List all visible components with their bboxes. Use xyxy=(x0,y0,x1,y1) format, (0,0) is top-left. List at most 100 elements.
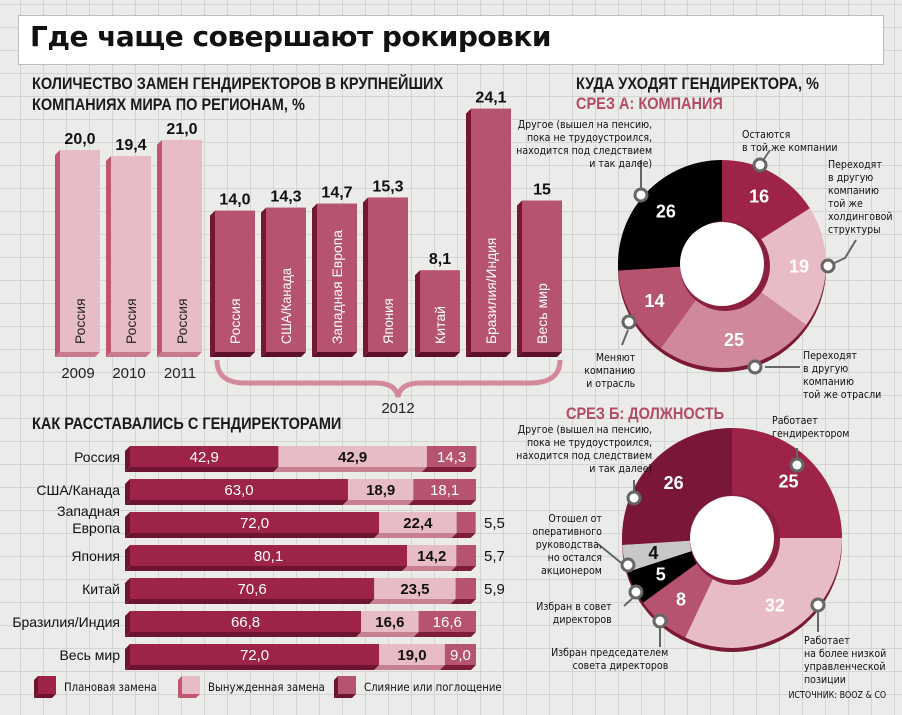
stacked-row: 72,0 19,0 9,0 Весь мир xyxy=(59,644,476,670)
bar-category-label: Бразилия/Индия xyxy=(483,238,499,344)
donut-chart-b: 25 32 854 26 xyxy=(597,428,842,652)
row-side xyxy=(125,512,130,538)
segment-bottom xyxy=(369,599,456,604)
donut-slice xyxy=(722,160,810,242)
category-label: Бразилия/Индия xyxy=(12,614,120,630)
donut-slice-label: 5 xyxy=(656,564,666,584)
bar-9: 24,1 Бразилия/Индия xyxy=(466,90,511,357)
connector-dot xyxy=(752,157,768,173)
bar-bottom xyxy=(157,352,202,357)
bar-front xyxy=(471,108,511,352)
bar-chart-title: КОЛИЧЕСТВО ЗАМЕН ГЕНДИРЕКТОРОВ В КРУПНЕЙ… xyxy=(32,74,443,116)
donut-b-subtitle: СРЕЗ Б: ДОЛЖНОСТЬ xyxy=(566,405,725,423)
segment-bottom xyxy=(413,632,476,637)
bar-front xyxy=(317,203,357,352)
bar-value-label: 20,0 xyxy=(64,131,95,148)
segment-bottom xyxy=(356,632,419,637)
year-2012-brace: 2012 xyxy=(214,359,563,417)
segment-bottom xyxy=(439,665,476,670)
segment-value-label: 14,2 xyxy=(417,548,446,565)
legend-swatch-side xyxy=(34,676,38,698)
bar-category-label: Западная Европа xyxy=(329,230,345,344)
bar-value-label: 8,1 xyxy=(429,251,451,268)
legend-swatch-bottom xyxy=(34,694,56,698)
bar-side xyxy=(106,156,111,357)
note-line: той же xyxy=(828,197,863,210)
stacked-row: 66,8 16,6 16,6 Бразилия/Индия xyxy=(12,611,476,637)
segment-3 xyxy=(456,512,476,533)
note-line: находится под следствием xyxy=(516,144,652,157)
note-line: пока не трудоустроился, xyxy=(526,436,652,449)
bar-8: 8,1 Китай xyxy=(415,251,460,357)
bar-side xyxy=(466,108,471,357)
bar-side xyxy=(312,203,317,357)
row-side xyxy=(125,611,130,637)
bar-2: 19,4 Россия xyxy=(106,137,151,357)
bar-front xyxy=(368,197,408,352)
note-line: совета директоров xyxy=(572,659,668,672)
bar-3: 21,0 Россия xyxy=(157,121,202,357)
legend-label-forced: Вынужденная замена xyxy=(208,680,325,694)
donut-slice-label: 26 xyxy=(656,201,676,221)
note-line: позиции xyxy=(804,673,846,686)
note-line: компанию xyxy=(828,184,879,197)
row-side xyxy=(125,446,130,472)
segment-value-label: 18,1 xyxy=(430,482,459,499)
bar-chart-title-line-2: КОМПАНИЯХ МИРА ПО РЕГИОНАМ, % xyxy=(32,96,305,114)
note-line: оперативного xyxy=(532,525,602,538)
segment-3 xyxy=(418,611,476,632)
stacked-row: 70,6 23,5 5,9 Китай xyxy=(82,578,505,604)
segment-2 xyxy=(379,644,445,665)
donut-slice-label: 32 xyxy=(765,596,785,616)
connector-dot xyxy=(626,490,642,506)
note-line: компанию xyxy=(584,364,635,377)
bar-category-label: Россия xyxy=(72,298,88,344)
donut-slice xyxy=(622,540,693,572)
bar-value-label: 14,7 xyxy=(321,185,352,202)
bar-side xyxy=(261,207,266,357)
title-box xyxy=(18,15,884,65)
segment-bottom xyxy=(342,500,414,505)
bar-bottom xyxy=(55,352,100,357)
bar-bottom xyxy=(466,352,511,357)
segment-value-label: 80,1 xyxy=(254,548,283,565)
donut-b-note-other: Другое (вышел на пенсию, пока не трудоус… xyxy=(516,423,652,475)
category-label: Европа xyxy=(72,520,120,536)
segment-value-label: 18,9 xyxy=(366,482,395,499)
note-line: Другое (вышел на пенсию, xyxy=(517,118,652,131)
segment-bottom xyxy=(451,566,476,571)
donut-hole xyxy=(680,222,764,306)
donut-slice xyxy=(618,160,722,271)
segment-value-label: 66,8 xyxy=(231,614,260,631)
bar-side xyxy=(363,197,368,357)
note-line: директоров xyxy=(553,613,612,626)
segment-value-label: 14,3 xyxy=(437,449,466,466)
note-line: руководства, xyxy=(535,538,602,551)
segment-2 xyxy=(361,611,419,632)
note-line: компанию xyxy=(803,375,854,388)
note-line: Работает xyxy=(804,634,850,647)
segment-1 xyxy=(130,479,348,500)
segment-bottom xyxy=(450,599,476,604)
connector-line xyxy=(597,543,626,567)
legend-label-merger: Слияние или поглощение xyxy=(364,680,502,694)
connector-dot xyxy=(620,557,636,573)
bar-value-label: 14,0 xyxy=(219,192,250,209)
note-line: Переходят xyxy=(803,349,857,362)
donut-slice xyxy=(732,428,842,538)
segment-bottom xyxy=(125,467,279,472)
donut-slice xyxy=(685,538,842,649)
donut-b-note-lower-position: Работает на более низкой управленческой … xyxy=(804,634,886,686)
segment-3 xyxy=(456,545,476,566)
donut-slice-label: 8 xyxy=(676,590,686,610)
stacked-row: 80,1 14,2 5,7 Япония xyxy=(71,545,505,571)
note-line: и так далее) xyxy=(589,462,652,475)
stacked-row: 63,0 18,9 18,1 США/Канада xyxy=(36,479,476,505)
segment-1 xyxy=(130,644,380,665)
category-label: Западная xyxy=(57,503,120,519)
donut-a-note-same-company: Остаются в той же компании xyxy=(742,128,837,154)
segment-1 xyxy=(130,512,380,533)
note-line: Другое (вышел на пенсию, xyxy=(517,423,652,436)
donut-b-note-board: Избран в совет директоров xyxy=(537,600,612,626)
